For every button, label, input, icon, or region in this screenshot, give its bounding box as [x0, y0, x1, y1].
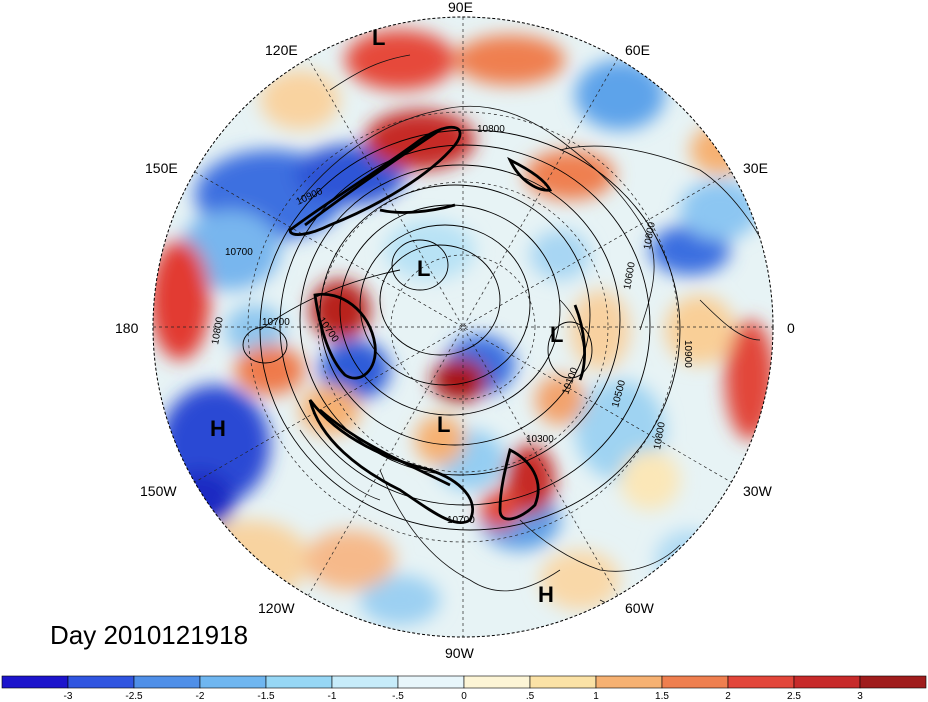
map-boundary	[152, 16, 774, 638]
lon-label-120w: 120W	[258, 600, 295, 616]
colorbar-tick-label: 1	[593, 691, 599, 702]
low-center-label: L	[550, 322, 563, 347]
colorbar-swatch	[859, 675, 927, 689]
colorbar-tick-label: -2.5	[125, 691, 143, 702]
contour-label: 10700	[225, 247, 253, 258]
low-center-label: L	[372, 25, 385, 50]
contour-label: 10600	[622, 261, 638, 291]
lon-label-120e: 120E	[265, 42, 298, 58]
colorbar-swatch	[793, 675, 861, 689]
lon-label-150w: 150W	[140, 483, 177, 499]
date-title: Day 2010121918	[50, 620, 249, 650]
longitude-labels: 90E 120E 60E 150E 30E 180 0 150W 30W 120…	[115, 0, 795, 661]
colorbar-tick-label: -2	[196, 691, 205, 702]
colorbar-swatch	[199, 675, 267, 689]
colorbar-tick-label: -.5	[392, 691, 404, 702]
lon-label-90e: 90E	[448, 0, 473, 15]
colorbar-tick-label: -1	[328, 691, 337, 702]
colorbar-swatch	[529, 675, 597, 689]
contour-label: 10700	[262, 317, 290, 328]
high-center-label: H	[538, 582, 554, 607]
contour-label: 10800	[477, 124, 505, 135]
low-center-label: L	[417, 256, 430, 281]
colorbar-tick-label: -1.5	[257, 691, 275, 702]
anomaly-field	[153, 17, 773, 637]
colorbar-swatch	[463, 675, 531, 689]
lon-label-30e: 30E	[743, 160, 768, 176]
colorbar-swatch	[331, 675, 399, 689]
contour-label: 10800	[642, 221, 658, 251]
low-center-label: L	[437, 412, 450, 437]
contour-label: 10800	[210, 316, 226, 346]
colorbar-tick-label: -3	[64, 691, 73, 702]
colorbar-swatch	[67, 675, 135, 689]
contour-label: 10800	[652, 421, 668, 451]
lon-label-60w: 60W	[625, 600, 655, 616]
colorbar-tick-label: 1.5	[655, 691, 669, 702]
colorbar-swatch	[265, 675, 333, 689]
high-center-label: H	[210, 416, 226, 441]
lon-label-30w: 30W	[743, 483, 773, 499]
colorbar-tick-label: 3	[857, 691, 863, 702]
colorbar-swatch	[595, 675, 663, 689]
colorbar-tick-label: 2	[725, 691, 731, 702]
colorbar-tick-label: 2.5	[787, 691, 801, 702]
contour-label: 10700	[447, 515, 475, 526]
colorbar: -3 -2.5 -2 -1.5 -1 -.5 0 .5 1 1.5 2 2.5 3	[1, 675, 927, 702]
lon-label-180: 180	[115, 320, 139, 336]
colorbar-swatch	[1, 675, 69, 689]
contour-label: 10900	[682, 340, 693, 368]
contour-label: 10300	[526, 434, 554, 445]
lon-label-60e: 60E	[625, 42, 650, 58]
colorbar-tick-label: .5	[526, 691, 535, 702]
lon-label-90w: 90W	[445, 645, 475, 661]
lon-label-150e: 150E	[145, 160, 178, 176]
colorbar-swatch	[727, 675, 795, 689]
colorbar-swatch	[397, 675, 465, 689]
colorbar-swatch	[133, 675, 201, 689]
lon-label-0: 0	[787, 320, 795, 336]
colorbar-tick-label: 0	[461, 691, 467, 702]
colorbar-swatch	[661, 675, 729, 689]
pressure-centers: L L L L H H	[210, 25, 563, 607]
